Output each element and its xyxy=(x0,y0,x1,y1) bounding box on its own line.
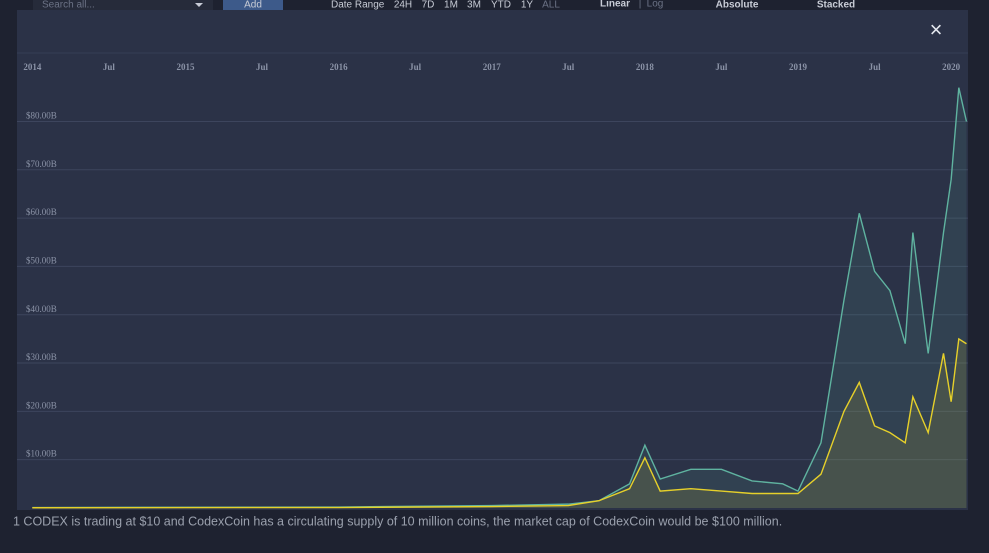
scale-linear[interactable]: Linear xyxy=(600,0,630,10)
search-box[interactable] xyxy=(33,0,213,10)
x-tick-label: Jul xyxy=(103,62,116,72)
x-tick-label: Jul xyxy=(562,62,575,72)
range-option[interactable]: 7D xyxy=(422,0,435,11)
x-tick-label: 2020 xyxy=(942,62,961,72)
close-button[interactable]: × xyxy=(930,17,943,42)
y-tick-label: $30.00B xyxy=(26,352,57,362)
x-tick-label: 2019 xyxy=(789,62,808,72)
y-tick-label: $10.00B xyxy=(26,449,57,459)
range-option[interactable]: 24H xyxy=(394,0,412,11)
range-option[interactable]: YTD xyxy=(491,0,511,11)
scale-log[interactable]: Log xyxy=(647,0,664,10)
y-tick-label: $20.00B xyxy=(26,400,57,410)
x-tick-label: 2016 xyxy=(330,62,349,72)
x-tick-label: Jul xyxy=(409,62,422,72)
x-tick-label: 2017 xyxy=(483,62,502,72)
scale-separator: | xyxy=(639,0,642,10)
y-tick-label: $40.00B xyxy=(26,304,57,314)
search-placeholder[interactable]: Search all... xyxy=(42,0,95,11)
y-tick-label: $80.00B xyxy=(26,111,57,121)
modal xyxy=(17,10,968,510)
series-line xyxy=(32,337,967,509)
range-option[interactable]: 3M xyxy=(467,0,481,11)
add-label[interactable]: Add xyxy=(244,0,262,11)
x-tick-label: Jul xyxy=(869,62,882,72)
y-tick-label: $50.00B xyxy=(26,255,57,265)
area-fill xyxy=(32,87,967,509)
add-button[interactable] xyxy=(223,0,283,10)
x-tick-label: 2014 xyxy=(23,62,42,72)
y-tick-label: $60.00B xyxy=(26,207,57,217)
dropdown-arrow xyxy=(195,3,203,7)
range-option[interactable]: ALL xyxy=(542,0,560,11)
date-range[interactable]: Date Range xyxy=(331,0,385,11)
mode-stacked[interactable]: Stacked xyxy=(817,0,855,11)
footer-text: 1 CODEX is trading at $10 and CodexCoin … xyxy=(13,514,782,528)
mode-absolute[interactable]: Absolute xyxy=(716,0,759,11)
area-fill xyxy=(32,338,967,508)
x-tick-label: Jul xyxy=(715,62,728,72)
range-option[interactable]: 1M xyxy=(444,0,458,11)
y-tick-label: $70.00B xyxy=(26,159,57,169)
x-tick-label: 2015 xyxy=(176,62,195,72)
x-tick-label: 2018 xyxy=(636,62,655,72)
x-tick-label: Jul xyxy=(256,62,269,72)
range-option[interactable]: 1Y xyxy=(521,0,534,11)
